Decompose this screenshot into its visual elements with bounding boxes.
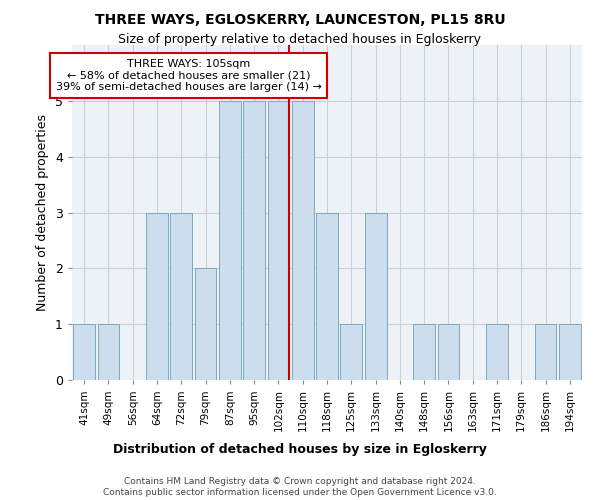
Y-axis label: Number of detached properties: Number of detached properties bbox=[37, 114, 49, 311]
Bar bbox=[437, 324, 460, 380]
Bar bbox=[194, 268, 217, 380]
Bar bbox=[413, 324, 435, 380]
Text: Distribution of detached houses by size in Egloskerry: Distribution of detached houses by size … bbox=[113, 442, 487, 456]
Bar bbox=[535, 324, 556, 380]
Bar bbox=[219, 101, 241, 380]
Bar bbox=[146, 212, 168, 380]
Bar bbox=[97, 324, 119, 380]
Bar bbox=[170, 212, 192, 380]
Text: THREE WAYS, EGLOSKERRY, LAUNCESTON, PL15 8RU: THREE WAYS, EGLOSKERRY, LAUNCESTON, PL15… bbox=[95, 12, 505, 26]
Bar bbox=[365, 212, 386, 380]
Bar bbox=[316, 212, 338, 380]
Bar bbox=[268, 101, 289, 380]
Bar bbox=[243, 101, 265, 380]
Text: Contains HM Land Registry data © Crown copyright and database right 2024.
Contai: Contains HM Land Registry data © Crown c… bbox=[103, 478, 497, 497]
Bar bbox=[340, 324, 362, 380]
Text: THREE WAYS: 105sqm
← 58% of detached houses are smaller (21)
39% of semi-detache: THREE WAYS: 105sqm ← 58% of detached hou… bbox=[56, 59, 322, 92]
Bar bbox=[559, 324, 581, 380]
Bar bbox=[73, 324, 95, 380]
Bar bbox=[486, 324, 508, 380]
Bar bbox=[292, 101, 314, 380]
Text: Size of property relative to detached houses in Egloskerry: Size of property relative to detached ho… bbox=[119, 32, 482, 46]
